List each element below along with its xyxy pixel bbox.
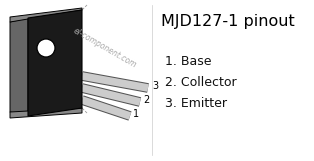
Text: 3. Emitter: 3. Emitter [165, 97, 227, 110]
Text: el-component.com: el-component.com [72, 26, 138, 70]
Text: MJD127-1 pinout: MJD127-1 pinout [161, 14, 295, 29]
Polygon shape [28, 10, 82, 116]
Circle shape [37, 39, 55, 57]
Polygon shape [10, 18, 28, 116]
Text: 1: 1 [133, 109, 139, 119]
Polygon shape [10, 108, 82, 118]
Polygon shape [10, 8, 82, 22]
Text: 2: 2 [143, 95, 149, 105]
Text: 3: 3 [152, 81, 158, 91]
Text: 1. Base: 1. Base [165, 55, 212, 68]
Text: 2. Collector: 2. Collector [165, 76, 237, 89]
